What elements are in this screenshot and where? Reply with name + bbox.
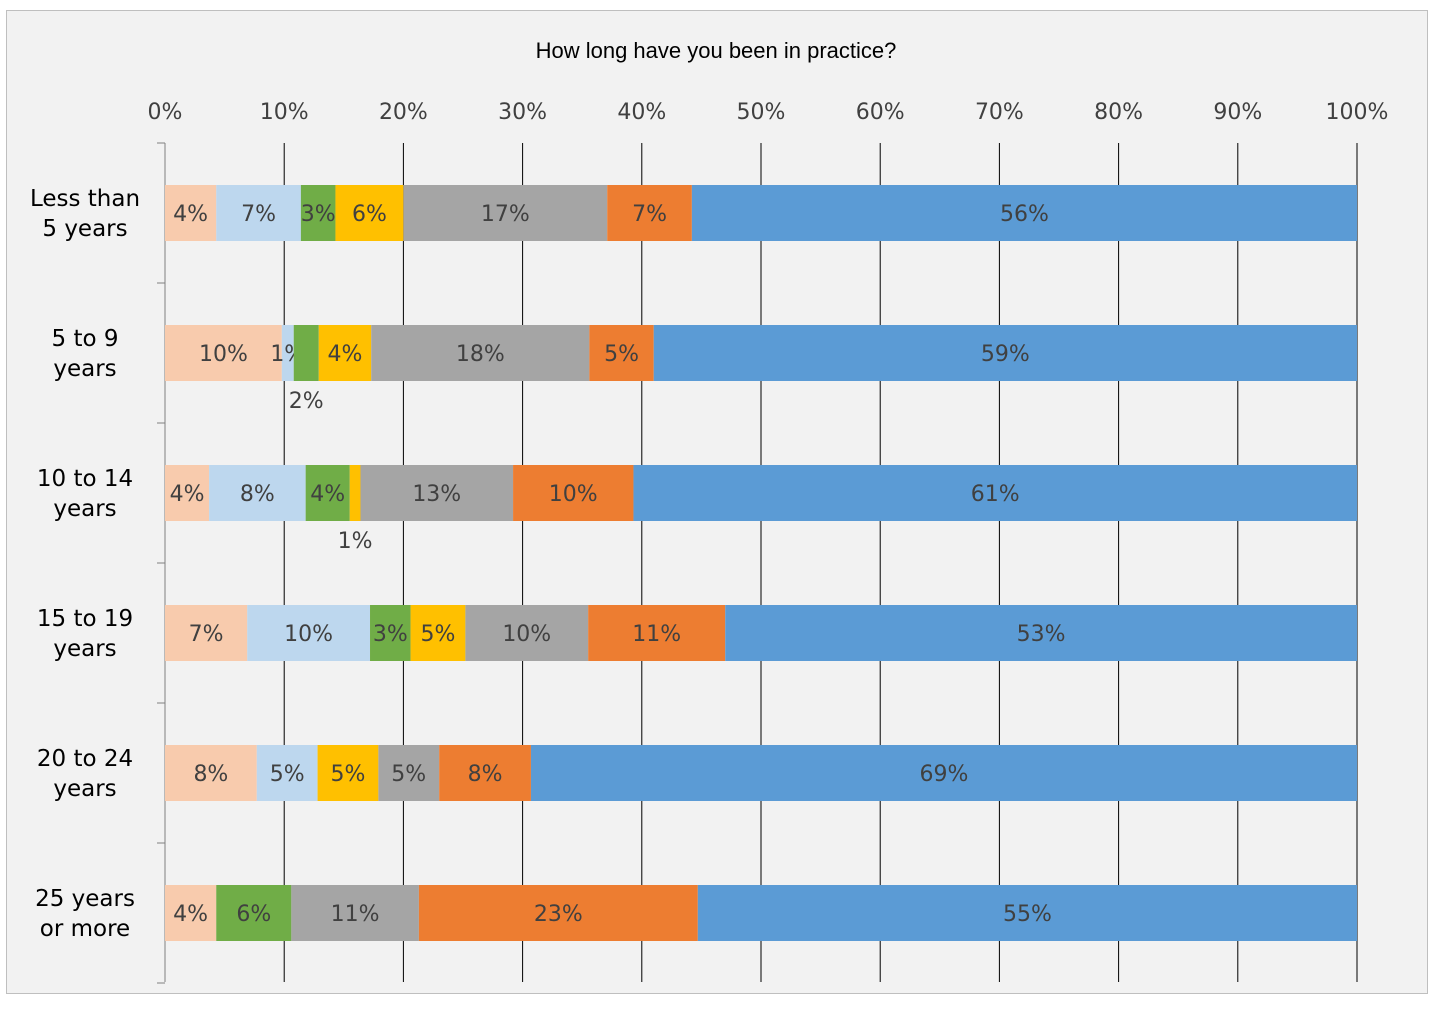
data-label: 5% (331, 762, 366, 787)
bar-segment (530, 745, 1357, 801)
bar-segment (653, 325, 1357, 381)
data-label: 7% (189, 622, 224, 647)
bar-segment (216, 185, 301, 241)
bar-segment (256, 745, 318, 801)
bar-segment (165, 605, 248, 661)
bar-segment (465, 605, 589, 661)
x-tick-label: 20% (379, 100, 428, 125)
data-label: 4% (310, 482, 345, 507)
category-label: 5 to 9 years (52, 326, 119, 382)
data-label: 10% (549, 482, 598, 507)
bar-segment (293, 325, 319, 381)
x-tick-label: 40% (617, 100, 666, 125)
data-label: 5% (421, 622, 456, 647)
bar-segment (697, 885, 1357, 941)
x-tick-label: 60% (856, 100, 905, 125)
x-tick-label: 0% (148, 100, 183, 125)
bar-segment (247, 605, 371, 661)
x-tick-label: 50% (737, 100, 786, 125)
x-tick-label: 100% (1326, 100, 1389, 125)
data-label: 59% (981, 342, 1030, 367)
bar-segment (281, 325, 294, 381)
data-label: 11% (632, 622, 681, 647)
data-label: 2% (289, 389, 324, 414)
data-label: 23% (534, 902, 583, 927)
data-label: 4% (328, 342, 363, 367)
bar-segment (513, 465, 634, 521)
data-label: 1% (338, 529, 373, 554)
bar-segment (403, 185, 608, 241)
data-label: 10% (502, 622, 551, 647)
bar-segment (418, 885, 698, 941)
bar-segment (209, 465, 306, 521)
bar-segment (291, 885, 419, 941)
data-label: 18% (456, 342, 505, 367)
bar-segment (335, 185, 404, 241)
data-label: 61% (971, 482, 1020, 507)
data-label: 55% (1003, 902, 1052, 927)
bar-segment (588, 605, 726, 661)
bar-segment (589, 325, 654, 381)
bar-segment (165, 185, 217, 241)
data-label: 10% (284, 622, 333, 647)
data-label: 8% (468, 762, 503, 787)
bar-segment (165, 465, 210, 521)
data-label: 69% (920, 762, 969, 787)
data-label: 8% (240, 482, 275, 507)
bar-segment (725, 605, 1357, 661)
data-label: 7% (241, 202, 276, 227)
bar-segment (370, 605, 411, 661)
data-label: 8% (193, 762, 228, 787)
data-label: 5% (391, 762, 426, 787)
x-tick-label: 30% (498, 100, 547, 125)
bar-segment (633, 465, 1357, 521)
bar-segment (410, 605, 466, 661)
category-label: 15 to 19 years (37, 606, 133, 662)
category-label: Less than 5 years (30, 186, 140, 242)
category-label: 10 to 14 years (37, 466, 133, 522)
bar-segment (305, 465, 350, 521)
data-label: 5% (270, 762, 305, 787)
chart-title: How long have you been in practice? (535, 38, 897, 63)
bar-segment (349, 465, 361, 521)
x-tick-label: 90% (1213, 100, 1262, 125)
bar-segment (691, 185, 1357, 241)
bar-segment (165, 325, 282, 381)
x-tick-label: 10% (260, 100, 309, 125)
data-label: 3% (301, 202, 336, 227)
category-label: 25 years or more (35, 886, 135, 942)
data-label: 17% (481, 202, 530, 227)
bar-segment (216, 885, 292, 941)
bar-segment (300, 185, 336, 241)
data-label: 4% (173, 202, 208, 227)
category-label: 20 to 24 years (37, 746, 133, 802)
data-label: 4% (173, 902, 208, 927)
x-tick-label: 80% (1094, 100, 1143, 125)
data-label: 56% (1000, 202, 1049, 227)
bar-segment (165, 885, 217, 941)
data-label: 3% (373, 622, 408, 647)
data-label: 4% (170, 482, 205, 507)
data-label: 5% (604, 342, 639, 367)
bar-segment (439, 745, 531, 801)
data-label: 53% (1017, 622, 1066, 647)
data-label: 7% (632, 202, 667, 227)
bar-segment (371, 325, 590, 381)
data-label: 6% (236, 902, 271, 927)
data-label: 11% (331, 902, 380, 927)
bar-segment (360, 465, 514, 521)
bar-segment (165, 745, 257, 801)
bar-segment (318, 325, 372, 381)
bar-segment (607, 185, 692, 241)
x-tick-label: 70% (975, 100, 1024, 125)
bar-segment (378, 745, 440, 801)
bar-segment (317, 745, 379, 801)
data-label: 6% (352, 202, 387, 227)
data-label: 10% (199, 342, 248, 367)
data-label: 13% (412, 482, 461, 507)
